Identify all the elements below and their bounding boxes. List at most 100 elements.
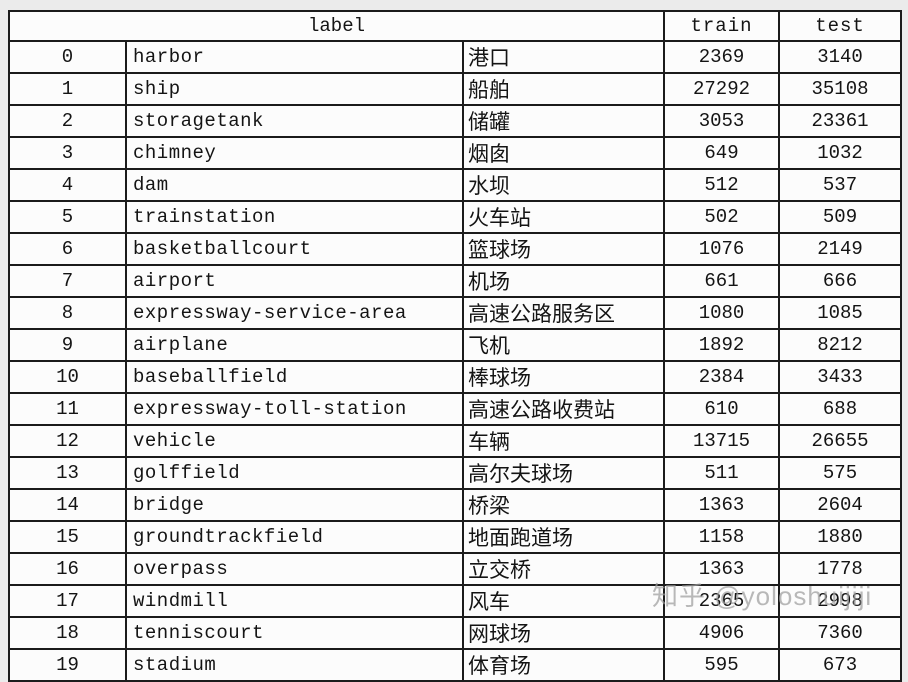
row-index: 2 [8,104,127,138]
row-index: 18 [8,616,127,650]
label-cn: 港口 [462,40,665,74]
train-count: 27292 [663,72,780,106]
row-index: 0 [8,40,127,74]
table-row: 0 harbor 港口 2369 3140 [8,40,902,74]
table-row: 7 airport 机场 661 666 [8,264,902,298]
test-count: 666 [778,264,902,298]
label-en: golffield [125,456,464,490]
row-index: 17 [8,584,127,618]
row-index: 5 [8,200,127,234]
table-row: 17 windmill 风车 2365 2998 [8,584,902,618]
label-cn: 水坝 [462,168,665,202]
row-index: 19 [8,648,127,682]
row-index: 6 [8,232,127,266]
table-row: 13 golffield 高尔夫球场 511 575 [8,456,902,490]
test-count: 1880 [778,520,902,554]
column-header-train: train [663,10,780,42]
train-count: 512 [663,168,780,202]
label-en: dam [125,168,464,202]
train-count: 2384 [663,360,780,394]
row-index: 3 [8,136,127,170]
label-cn: 网球场 [462,616,665,650]
train-count: 610 [663,392,780,426]
table-row: 16 overpass 立交桥 1363 1778 [8,552,902,586]
test-count: 1085 [778,296,902,330]
table-row: 6 basketballcourt 篮球场 1076 2149 [8,232,902,266]
label-en: trainstation [125,200,464,234]
row-index: 8 [8,296,127,330]
row-index: 1 [8,72,127,106]
test-count: 2149 [778,232,902,266]
label-en: harbor [125,40,464,74]
label-cn: 船舶 [462,72,665,106]
test-count: 688 [778,392,902,426]
train-count: 661 [663,264,780,298]
table-row: 14 bridge 桥梁 1363 2604 [8,488,902,522]
row-index: 16 [8,552,127,586]
label-en: tenniscourt [125,616,464,650]
train-count: 1080 [663,296,780,330]
label-en: windmill [125,584,464,618]
label-en: chimney [125,136,464,170]
label-cn: 桥梁 [462,488,665,522]
row-index: 10 [8,360,127,394]
label-en: stadium [125,648,464,682]
label-cn: 棒球场 [462,360,665,394]
label-en: airplane [125,328,464,362]
label-en: bridge [125,488,464,522]
test-count: 3433 [778,360,902,394]
table-row: 15 groundtrackfield 地面跑道场 1158 1880 [8,520,902,554]
row-index: 15 [8,520,127,554]
train-count: 2365 [663,584,780,618]
label-en: ship [125,72,464,106]
train-count: 595 [663,648,780,682]
train-count: 649 [663,136,780,170]
train-count: 1363 [663,488,780,522]
table-row: 12 vehicle 车辆 13715 26655 [8,424,902,458]
row-index: 4 [8,168,127,202]
test-count: 575 [778,456,902,490]
table-row: 4 dam 水坝 512 537 [8,168,902,202]
label-cn: 飞机 [462,328,665,362]
label-cn: 立交桥 [462,552,665,586]
table-row: 3 chimney 烟囱 649 1032 [8,136,902,170]
label-cn: 车辆 [462,424,665,458]
table-row: 19 stadium 体育场 595 673 [8,648,902,682]
label-count-table: label train test 0 harbor 港口 2369 3140 1 ship 船… [8,10,902,682]
label-cn: 机场 [462,264,665,298]
column-header-label: label [8,10,665,42]
row-index: 14 [8,488,127,522]
dataset-label-table: label train test 0 harbor 港口 2369 3140 1 ship 船… [8,10,902,682]
row-index: 7 [8,264,127,298]
label-cn: 高速公路收费站 [462,392,665,426]
table-row: 5 trainstation 火车站 502 509 [8,200,902,234]
table-row: 2 storagetank 储罐 3053 23361 [8,104,902,138]
row-index: 12 [8,424,127,458]
train-count: 13715 [663,424,780,458]
label-en: storagetank [125,104,464,138]
test-count: 1032 [778,136,902,170]
table-row: 9 airplane 飞机 1892 8212 [8,328,902,362]
label-en: airport [125,264,464,298]
label-en: vehicle [125,424,464,458]
label-cn: 体育场 [462,648,665,682]
test-count: 673 [778,648,902,682]
test-count: 537 [778,168,902,202]
label-cn: 地面跑道场 [462,520,665,554]
label-en: expressway-toll-station [125,392,464,426]
test-count: 7360 [778,616,902,650]
table-row: 10 baseballfield 棒球场 2384 3433 [8,360,902,394]
label-cn: 火车站 [462,200,665,234]
label-en: baseballfield [125,360,464,394]
train-count: 2369 [663,40,780,74]
train-count: 3053 [663,104,780,138]
train-count: 1363 [663,552,780,586]
train-count: 1892 [663,328,780,362]
train-count: 511 [663,456,780,490]
label-en: groundtrackfield [125,520,464,554]
column-header-test: test [778,10,902,42]
test-count: 1778 [778,552,902,586]
table-row: 18 tenniscourt 网球场 4906 7360 [8,616,902,650]
label-cn: 高尔夫球场 [462,456,665,490]
table-row: 1 ship 船舶 27292 35108 [8,72,902,106]
